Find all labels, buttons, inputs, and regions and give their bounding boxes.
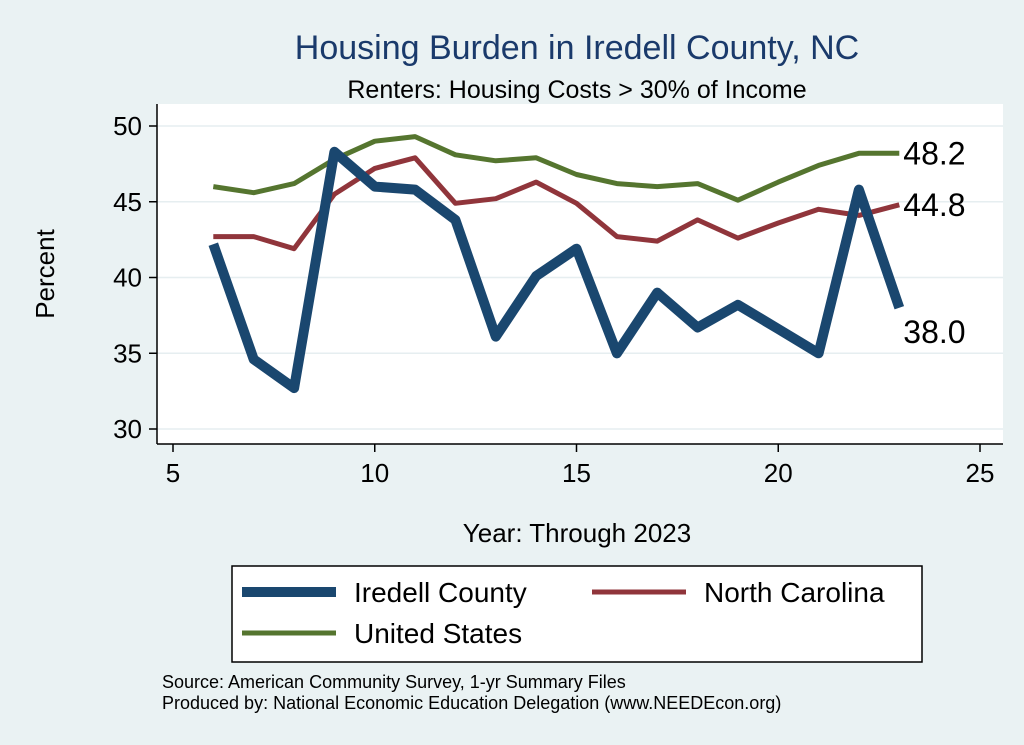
end-labels: 38.0 44.8 48.2 xyxy=(903,135,965,350)
x-tick-label: 25 xyxy=(966,458,995,488)
producer-note: Produced by: National Economic Education… xyxy=(162,693,781,713)
source-note: Source: American Community Survey, 1-yr … xyxy=(162,672,626,692)
x-axis-title: Year: Through 2023 xyxy=(463,518,691,548)
legend xyxy=(231,565,923,663)
y-tick-label: 40 xyxy=(113,263,142,293)
x-axis-ticks: 5 10 15 20 25 xyxy=(166,444,995,488)
y-tick-label: 50 xyxy=(113,111,142,141)
end-label-north-carolina: 44.8 xyxy=(903,187,965,223)
legend-label-north-carolina: North Carolina xyxy=(704,577,885,608)
x-tick-label: 5 xyxy=(166,458,180,488)
x-tick-label: 15 xyxy=(562,458,591,488)
series-lines xyxy=(208,134,905,394)
y-axis-ticks: 30 35 40 45 50 xyxy=(113,111,157,444)
end-label-united-states: 48.2 xyxy=(903,135,965,171)
end-label-iredell-county: 38.0 xyxy=(903,314,965,350)
x-tick-label: 20 xyxy=(764,458,793,488)
y-tick-label: 35 xyxy=(113,338,142,368)
chart-subtitle: Renters: Housing Costs > 30% of Income xyxy=(347,76,806,104)
chart-title: Housing Burden in Iredell County, NC xyxy=(295,29,859,67)
legend-items: Iredell County North Carolina United State… xyxy=(242,577,885,649)
y-axis-title: Percent xyxy=(30,228,60,318)
legend-label-iredell-county: Iredell County xyxy=(354,577,527,608)
x-tick-label: 10 xyxy=(360,458,389,488)
y-tick-label: 45 xyxy=(113,187,142,217)
series-line-iredell-county xyxy=(208,146,905,394)
y-tick-label: 30 xyxy=(113,414,142,444)
legend-label-united-states: United States xyxy=(354,618,522,649)
